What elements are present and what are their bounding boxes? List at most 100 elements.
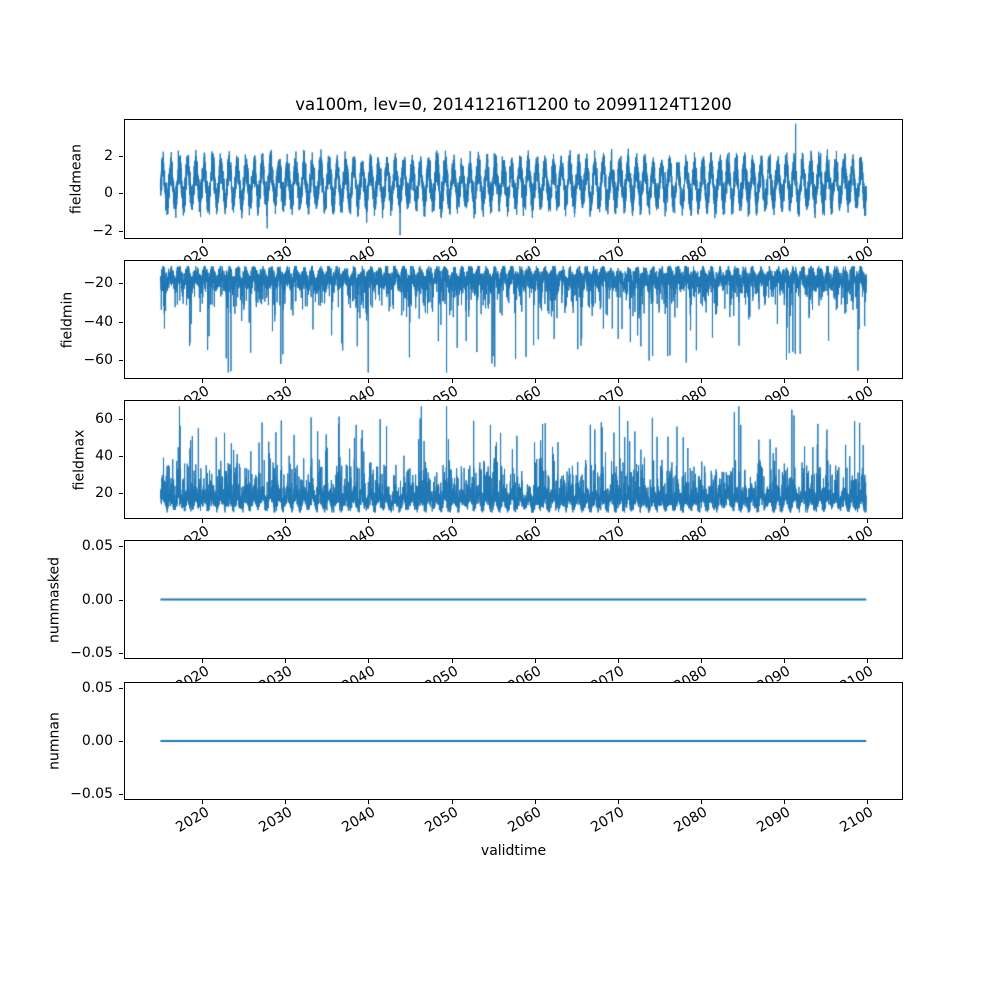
x-tick: [452, 379, 453, 383]
y-tick: [119, 419, 123, 420]
y-axis-label-numnan: numnan: [46, 712, 63, 770]
x-tick: [784, 800, 785, 804]
y-tick: [119, 600, 123, 601]
y-tick: [119, 546, 123, 547]
y-tick-label: −20: [83, 275, 113, 291]
x-tick-label: 2080: [671, 804, 711, 836]
x-tick: [452, 800, 453, 804]
numnan-series-canvas: [125, 683, 902, 799]
x-tick: [285, 659, 286, 663]
x-tick: [535, 239, 536, 243]
y-tick-label: 2: [104, 148, 113, 164]
x-tick: [202, 800, 203, 804]
y-tick: [119, 156, 123, 157]
x-tick-label: 2050: [422, 804, 462, 836]
fieldmax-series-canvas: [125, 401, 902, 518]
x-tick: [784, 379, 785, 383]
x-tick: [784, 519, 785, 523]
x-tick: [368, 800, 369, 804]
y-tick: [119, 794, 123, 795]
axes-numnan: [124, 682, 903, 800]
x-tick: [202, 239, 203, 243]
x-tick: [202, 659, 203, 663]
x-tick-label: 2020: [172, 804, 212, 836]
x-tick: [368, 239, 369, 243]
y-tick-label: −0.05: [70, 786, 113, 802]
x-tick: [285, 800, 286, 804]
x-tick: [867, 659, 868, 663]
y-axis-label-fieldmin: fieldmin: [59, 291, 76, 348]
x-tick: [618, 659, 619, 663]
x-tick: [784, 659, 785, 663]
y-tick-label: −2: [92, 223, 113, 239]
y-axis-label-fieldmax: fieldmax: [71, 429, 88, 490]
axes-nummasked: [124, 540, 903, 659]
x-tick: [618, 800, 619, 804]
y-tick: [119, 688, 123, 689]
x-tick: [618, 239, 619, 243]
x-tick-label: 2040: [339, 804, 378, 836]
y-tick: [119, 283, 123, 284]
x-tick: [701, 519, 702, 523]
x-tick: [701, 239, 702, 243]
axes-fieldmax: [124, 400, 903, 519]
x-tick-label: 2070: [588, 804, 628, 836]
x-tick: [285, 519, 286, 523]
x-tick: [452, 519, 453, 523]
y-tick-label: 60: [95, 411, 113, 427]
x-tick: [701, 800, 702, 804]
y-tick-label: −60: [83, 352, 113, 368]
y-tick: [119, 493, 123, 494]
axes-fieldmean: [124, 119, 903, 239]
x-tick: [285, 379, 286, 383]
x-tick: [285, 239, 286, 243]
y-tick-label: 0: [104, 185, 113, 201]
y-tick-label: −0.05: [70, 645, 113, 661]
y-tick: [119, 653, 123, 654]
x-tick: [867, 800, 868, 804]
chart-title: va100m, lev=0, 20141216T1200 to 20991124…: [295, 95, 732, 114]
x-tick-label: 2100: [837, 804, 877, 836]
y-axis-label-nummasked: nummasked: [46, 556, 63, 643]
y-tick-label: 0.00: [81, 592, 113, 608]
fieldmean-series-canvas: [125, 120, 902, 238]
x-tick: [867, 379, 868, 383]
x-tick-label: 2090: [754, 804, 794, 836]
x-tick: [701, 659, 702, 663]
y-tick-label: 0.05: [81, 680, 113, 696]
x-tick: [867, 519, 868, 523]
x-tick: [202, 519, 203, 523]
x-tick: [618, 379, 619, 383]
x-tick: [784, 239, 785, 243]
x-tick: [701, 379, 702, 383]
y-tick-label: 0.00: [81, 733, 113, 749]
y-tick: [119, 360, 123, 361]
y-axis-label-fieldmean: fieldmean: [68, 144, 85, 214]
y-tick: [119, 193, 123, 194]
x-tick-label: 2030: [256, 804, 295, 836]
y-tick: [119, 322, 123, 323]
x-tick: [535, 800, 536, 804]
y-tick-label: 20: [95, 485, 113, 501]
x-tick: [535, 659, 536, 663]
x-tick: [535, 379, 536, 383]
x-tick: [535, 519, 536, 523]
x-tick: [867, 239, 868, 243]
x-tick: [368, 519, 369, 523]
x-axis-label: validtime: [480, 843, 547, 859]
nummasked-series-canvas: [125, 541, 902, 658]
x-tick-label: 2060: [505, 804, 545, 836]
y-tick-label: 0.05: [81, 538, 113, 554]
y-tick: [119, 741, 123, 742]
y-tick-label: −40: [83, 314, 113, 330]
y-tick: [119, 231, 123, 232]
y-tick: [119, 456, 123, 457]
x-tick: [368, 379, 369, 383]
x-tick: [452, 239, 453, 243]
axes-fieldmin: [124, 260, 903, 379]
x-tick: [368, 659, 369, 663]
y-tick-label: 40: [95, 448, 113, 464]
x-tick: [452, 659, 453, 663]
x-tick: [202, 379, 203, 383]
